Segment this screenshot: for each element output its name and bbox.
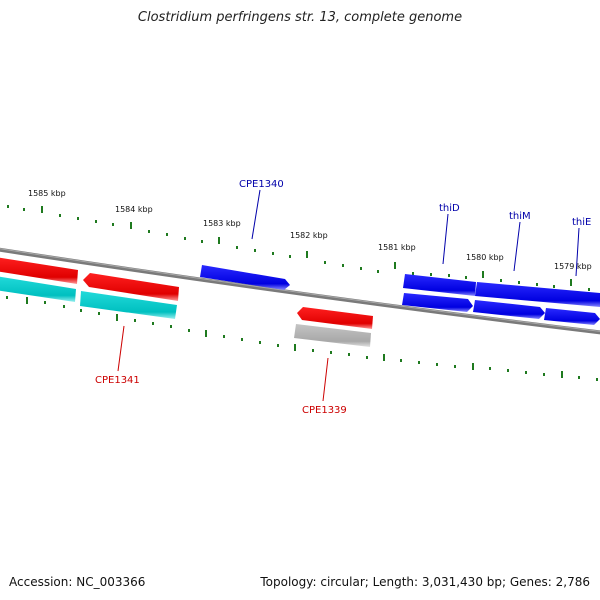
- tick-1579: [570, 279, 572, 286]
- cds-thim[interactable]: [473, 300, 545, 319]
- tick-labels: 1585 kbp 1584 kbp 1583 kbp 1582 kbp 1581…: [28, 189, 592, 271]
- leader-cpe1340: [251, 189, 261, 240]
- cds-cpe1341-left[interactable]: [0, 276, 76, 302]
- tick-1582: [306, 251, 308, 258]
- genome-title: Clostridium perfringens str. 13, complet…: [137, 10, 463, 25]
- outer-major-ticks: [41, 206, 572, 286]
- cds-cpe1339-pseudo[interactable]: [294, 324, 371, 347]
- tick-label-1584: 1584 kbp: [115, 205, 153, 214]
- gene-thid[interactable]: [403, 274, 476, 296]
- tick-1585: [41, 206, 43, 213]
- leader-cpe1341: [117, 325, 125, 372]
- cds-cpe1341[interactable]: [80, 291, 177, 319]
- tick-label-1581: 1581 kbp: [378, 243, 416, 252]
- tick-label-1583: 1583 kbp: [203, 219, 241, 228]
- label-cpe1340[interactable]: CPE1340: [239, 179, 284, 190]
- tick-1583: [218, 237, 220, 244]
- label-cpe1341[interactable]: CPE1341: [95, 375, 140, 386]
- inner-major-ticks: [26, 297, 563, 378]
- label-thie[interactable]: thiE: [572, 217, 591, 228]
- gene-cpe1340[interactable]: [200, 265, 290, 290]
- cds-thie[interactable]: [544, 308, 600, 325]
- gene-cpe1339[interactable]: [297, 307, 373, 329]
- genome-summary-text: Topology: circular; Length: 3,031,430 bp…: [260, 575, 590, 589]
- genome-backbone: [0, 247, 600, 335]
- gene-cpe1341-left[interactable]: [0, 257, 78, 284]
- leader-cpe1339: [322, 357, 329, 402]
- tick-label-1585: 1585 kbp: [28, 189, 66, 198]
- leader-thie: [575, 227, 580, 277]
- tick-1584: [130, 222, 132, 229]
- gene-thim[interactable]: [475, 282, 600, 307]
- accession-text: Accession: NC_003366: [9, 575, 146, 589]
- tick-label-1582: 1582 kbp: [290, 231, 328, 240]
- inner-minor-ticks: [6, 296, 598, 381]
- outer-minor-ticks: [7, 205, 590, 291]
- label-cpe1339[interactable]: CPE1339: [302, 405, 347, 416]
- leader-thid: [442, 213, 449, 265]
- tick-1581: [394, 262, 396, 269]
- tick-label-1580: 1580 kbp: [466, 253, 504, 262]
- label-thim[interactable]: thiM: [509, 211, 531, 222]
- leader-thim: [513, 221, 521, 272]
- gene-cpe1341[interactable]: [83, 273, 179, 301]
- tick-1580: [482, 271, 484, 278]
- tick-label-1579: 1579 kbp: [554, 262, 592, 271]
- label-thid[interactable]: thiD: [439, 203, 460, 214]
- cds-thid[interactable]: [402, 293, 473, 312]
